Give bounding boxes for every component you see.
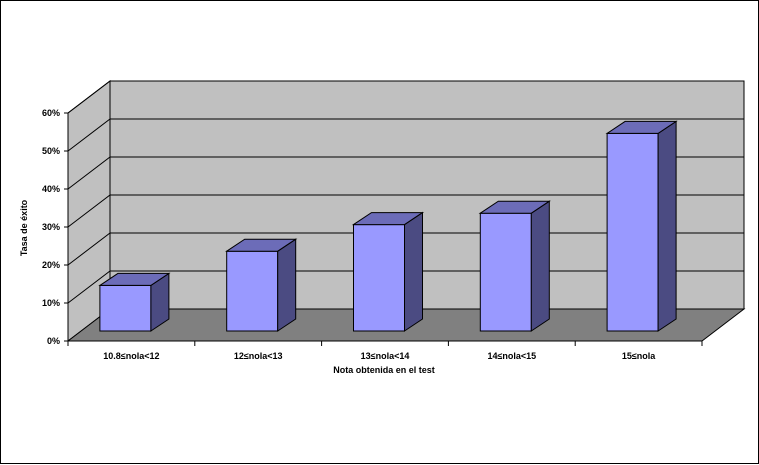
- bar-front: [353, 224, 405, 332]
- y-axis-ticks: 0% 10% 20% 30% 40% 50% 60%: [42, 108, 69, 346]
- bars: [98, 120, 678, 332]
- x-tick-label: 14≤nola<15: [487, 351, 536, 361]
- y-tick-label: 40%: [42, 184, 60, 194]
- bar: [605, 120, 678, 332]
- y-tick-label: 10%: [42, 298, 60, 308]
- bar-front: [99, 284, 152, 332]
- bar-top: [98, 272, 171, 286]
- gridline: [67, 156, 744, 190]
- bar-side: [404, 211, 423, 332]
- y-tick-label: 60%: [42, 108, 60, 118]
- bar-side: [657, 120, 677, 332]
- x-axis-title: Nota obtenida en el test: [333, 365, 435, 375]
- bar-top: [225, 238, 298, 252]
- y-axis-title: Tasa de éxito: [19, 199, 29, 256]
- bar-front: [226, 250, 279, 332]
- bar: [98, 272, 171, 332]
- bar-side: [530, 200, 550, 332]
- bar-top: [351, 212, 425, 226]
- x-axis-ticks: 10.8≤nola<12 12≤nola<13 13≤nola<14 14≤nola<…: [67, 340, 703, 361]
- y-tick-label: 0%: [47, 336, 60, 346]
- y-tick-label: 50%: [42, 146, 60, 156]
- x-tick-label: 12≤nola<13: [234, 351, 283, 361]
- bar: [225, 238, 298, 332]
- x-tick-label: 10.8≤nola<12: [103, 351, 159, 361]
- gridline: [67, 194, 744, 228]
- y-tick-label: 20%: [42, 260, 60, 270]
- bar: [478, 200, 551, 332]
- bar-side: [277, 238, 297, 332]
- bar-front: [606, 132, 659, 332]
- x-tick-label: 13≤nola<14: [361, 351, 410, 361]
- y-tick-label: 30%: [42, 222, 60, 232]
- bar-front: [479, 212, 532, 332]
- gridline: [67, 118, 744, 152]
- bar: [351, 211, 425, 332]
- bar-top: [605, 120, 678, 134]
- gridline: [67, 80, 744, 114]
- bar-top: [478, 200, 551, 214]
- x-tick-label: 15≤nola: [622, 351, 656, 361]
